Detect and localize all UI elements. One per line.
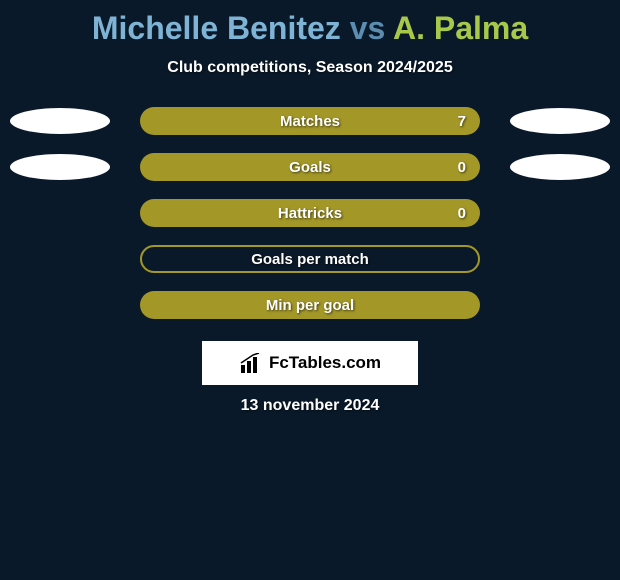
vs-text: vs (350, 10, 386, 46)
stat-value: 0 (458, 159, 466, 176)
stat-row-goals: Goals 0 (0, 153, 620, 181)
main-container: Michelle Benitez vs A. Palma Club compet… (0, 0, 620, 415)
stat-value: 7 (458, 113, 466, 130)
comparison-title: Michelle Benitez vs A. Palma (0, 10, 620, 47)
stat-row-matches: Matches 7 (0, 107, 620, 135)
stat-row-min-per-goal: Min per goal (0, 291, 620, 319)
stat-label: Goals (289, 159, 331, 176)
stat-row-goals-per-match: Goals per match (0, 245, 620, 273)
stat-bar: Hattricks 0 (140, 199, 480, 227)
ellipse-right (510, 108, 610, 134)
player2-name: A. Palma (393, 10, 528, 46)
chart-icon (239, 353, 263, 373)
player1-name: Michelle Benitez (92, 10, 341, 46)
stat-bar: Goals 0 (140, 153, 480, 181)
stat-value: 0 (458, 205, 466, 222)
stat-row-hattricks: Hattricks 0 (0, 199, 620, 227)
stats-section: Matches 7 Goals 0 Hattricks 0 Goals per … (0, 107, 620, 319)
ellipse-left (10, 154, 110, 180)
stat-label: Matches (280, 113, 340, 130)
logo-text: FcTables.com (269, 353, 381, 373)
subtitle-text: Club competitions, Season 2024/2025 (0, 59, 620, 77)
stat-bar: Goals per match (140, 245, 480, 273)
stat-bar: Min per goal (140, 291, 480, 319)
stat-bar: Matches 7 (140, 107, 480, 135)
logo-box: FcTables.com (202, 341, 418, 385)
stat-label: Goals per match (251, 251, 369, 268)
date-text: 13 november 2024 (0, 397, 620, 415)
ellipse-right (510, 154, 610, 180)
stat-label: Min per goal (266, 297, 354, 314)
stat-label: Hattricks (278, 205, 342, 222)
ellipse-left (10, 108, 110, 134)
